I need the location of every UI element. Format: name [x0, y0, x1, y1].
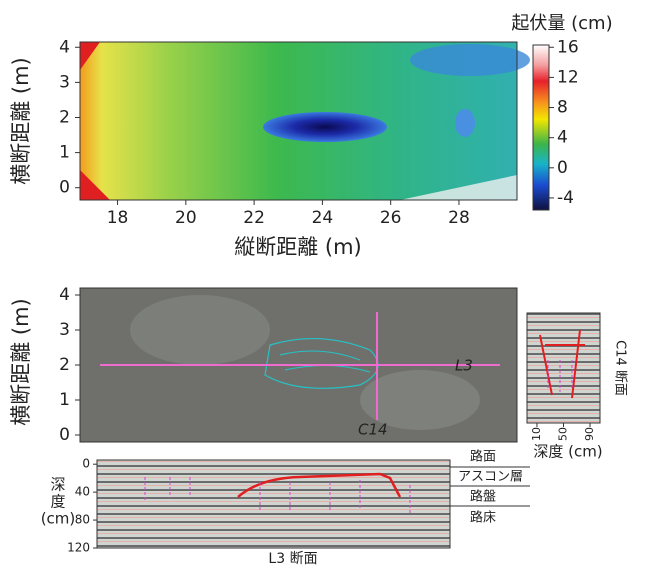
c14-image — [527, 313, 600, 423]
y-tick-label: 4 — [59, 285, 70, 305]
y-axis-label: 深 — [50, 476, 65, 494]
layer-label: 路面 — [470, 449, 496, 465]
y-axis-label: 横断距離 (m) — [9, 298, 33, 426]
y-tick-label: 3 — [59, 72, 70, 92]
y-tick-label: 0 — [59, 425, 70, 445]
x-tick-label: 20 — [175, 208, 197, 228]
annotation: L3 — [455, 357, 473, 375]
x-axis-label: 縦断距離 (m) — [234, 235, 362, 259]
x-axis-label: 深度 (cm) — [533, 443, 602, 461]
colorbar-title: 起伏量 (cm) — [511, 13, 612, 34]
y-tick-label: 4 — [59, 37, 70, 57]
x-tick-label: 50 — [557, 427, 570, 441]
x-tick-label: 90 — [583, 427, 596, 441]
colorbar-tick-label: -4 — [557, 188, 574, 208]
y-axis-label: 度 — [50, 493, 65, 511]
y-tick-label: 1 — [59, 390, 70, 410]
layer-label: 路床 — [470, 510, 496, 526]
annotation: C14 — [358, 421, 388, 439]
section-title: C14 断面 — [613, 340, 628, 396]
y-tick-label: 0 — [82, 457, 90, 471]
x-tick-label: 26 — [380, 208, 402, 228]
y-tick-label: 0 — [59, 178, 70, 198]
y-tick-label: 2 — [59, 107, 70, 127]
layer-label: アスコン層 — [458, 470, 523, 485]
colorbar — [533, 45, 549, 210]
y-tick-label: 2 — [59, 355, 70, 375]
x-tick-label: 18 — [107, 208, 129, 228]
x-tick-label: 10 — [530, 427, 543, 441]
x-tick-label: 24 — [312, 208, 334, 228]
x-tick-label: 28 — [448, 208, 470, 228]
y-tick-label: 120 — [67, 541, 90, 555]
colorbar-tick-label: 0 — [557, 158, 568, 178]
section-title: L3 断面 — [268, 551, 317, 567]
colorbar-tick-label: 12 — [557, 67, 579, 87]
figure: 18202224262801234縦断距離 (m)横断距離 (m)起伏量 (cm… — [0, 0, 649, 567]
heatmap-image — [80, 42, 530, 200]
colorbar-tick-label: 8 — [557, 98, 568, 118]
x-tick-label: 22 — [243, 208, 265, 228]
y-tick-label: 80 — [75, 513, 90, 527]
layer-label: 路盤 — [470, 489, 496, 505]
photo — [80, 288, 517, 442]
l3-image — [97, 460, 450, 548]
y-axis-label: 横断距離 (m) — [9, 57, 33, 185]
y-tick-label: 3 — [59, 320, 70, 340]
colorbar-tick-label: 4 — [557, 128, 568, 148]
y-tick-label: 1 — [59, 143, 70, 163]
y-tick-label: 40 — [75, 485, 90, 499]
y-axis-label: (cm) — [41, 510, 76, 528]
colorbar-tick-label: 16 — [557, 37, 579, 57]
